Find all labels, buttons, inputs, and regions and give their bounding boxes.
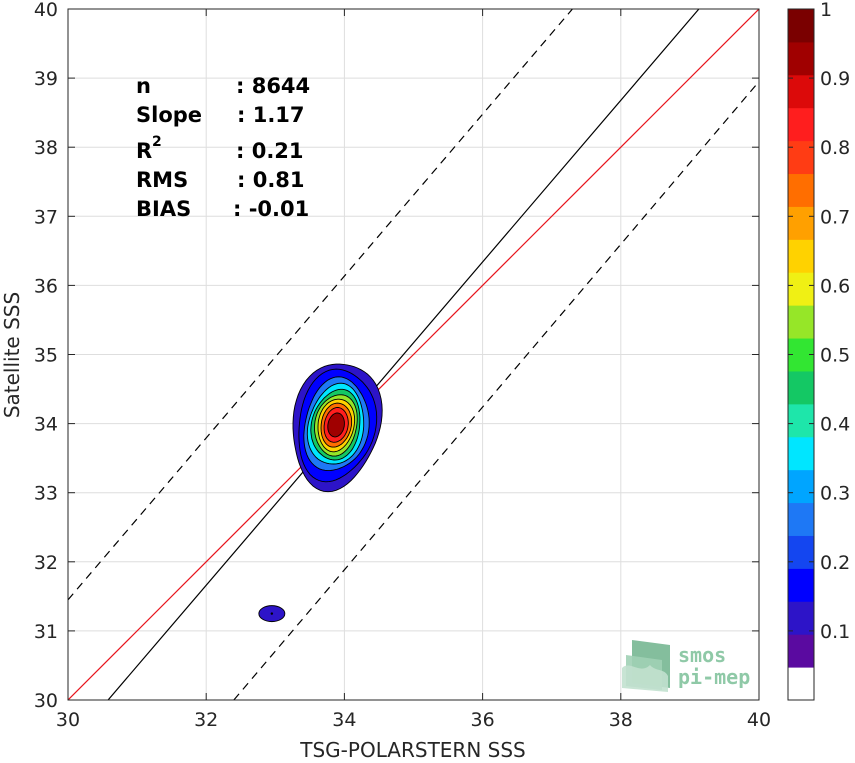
colorbar-tick-label: 0.9 [820,68,850,90]
y-tick-label: 40 [34,0,58,21]
y-axis-label: Satellite SSS [0,292,24,418]
colorbar-segment [788,667,814,701]
y-axis-ticks: 30 31 32 33 34 35 36 37 38 39 40 [34,0,759,712]
colorbar-segment [788,140,814,175]
x-tick-label: 36 [471,709,495,731]
x-tick-label: 38 [609,709,633,731]
colorbar-segment [788,535,814,569]
colorbar-tick-label: 0.5 [820,345,850,367]
colorbar-segment [788,74,814,109]
regression-fit-line [107,9,700,700]
y-tick-label: 35 [34,345,58,367]
stat-r2-label: R [136,139,152,163]
colorbar-tick-label: 1 [820,0,832,21]
stat-rms-value: : 0.81 [237,168,305,192]
stat-slope-value: : 1.17 [237,103,305,127]
colorbar-segment [788,568,814,602]
density-contour-level [327,412,345,438]
colorbar-segment [788,634,814,668]
logo-line2: pi-mep [678,665,750,689]
stat-r2-value: : 0.21 [236,139,304,163]
colorbar-segment [788,41,814,76]
y-tick-label: 39 [34,68,58,90]
y-tick-label: 31 [34,621,58,643]
stat-bias-value: : -0.01 [233,197,309,221]
logo-graphic-icon [622,640,670,692]
y-tick-label: 33 [34,483,58,505]
x-axis-ticks: 30 32 34 36 38 40 [56,9,771,731]
x-tick-label: 32 [194,709,218,731]
colorbar-tick-label: 0.1 [820,621,850,643]
stat-rms-label: RMS [136,168,188,192]
reference-lines [68,9,759,700]
colorbar-tick-label: 0.3 [820,483,850,505]
colorbar-tick-label: 0.4 [820,414,850,436]
y-tick-label: 36 [34,275,58,297]
y-tick-label: 32 [34,552,58,574]
colorbar-segment [788,601,814,635]
y-tick-label: 30 [34,690,58,712]
logo-line1: smos [678,643,726,667]
lower-bound-dashed-line [233,81,759,700]
colorbar [787,8,815,701]
x-axis-label: TSG-POLARSTERN SSS [299,738,525,762]
smos-pimep-logo: smos pi-mep [622,640,750,692]
density-contours [258,363,383,623]
colorbar-tick-label: 0.2 [820,552,850,574]
colorbar-segment [788,239,814,273]
x-tick-label: 40 [747,709,771,731]
colorbar-segment [788,305,814,339]
stats-box: n : 8644 Slope : 1.17 R 2 : 0.21 RMS : 0… [136,74,310,221]
colorbar-segment [788,370,814,405]
stat-n-label: n [136,74,151,98]
colorbar-tick-label: 0.7 [820,206,850,228]
x-tick-label: 34 [332,709,356,731]
colorbar-segment [788,107,814,142]
identity-line [68,9,759,700]
secondary-blob-center [270,612,274,615]
upper-bound-dashed-line [68,9,573,601]
colorbar-segment [788,469,814,504]
stat-slope-label: Slope [136,103,202,127]
y-tick-label: 37 [34,206,58,228]
colorbar-segment [788,272,814,306]
colorbar-segment [788,403,814,438]
colorbar-tick-label: 0.8 [820,137,850,159]
y-tick-label: 38 [34,137,58,159]
colorbar-ticks: 0.1 0.2 0.3 0.4 0.5 0.6 0.7 0.8 0.9 1 [788,0,850,643]
colorbar-segment [788,436,814,471]
stat-bias-label: BIAS [136,197,191,221]
y-tick-label: 34 [34,414,58,436]
colorbar-segment [788,206,814,240]
colorbar-segment [788,502,814,536]
x-tick-label: 30 [56,709,80,731]
colorbar-segment [788,9,814,43]
stat-n-value: : 8644 [236,74,310,98]
stat-r2-superscript: 2 [152,134,162,150]
colorbar-tick-label: 0.6 [820,275,850,297]
colorbar-segment [788,173,814,207]
